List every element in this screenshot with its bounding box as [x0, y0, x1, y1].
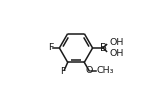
Text: B: B [100, 43, 107, 53]
Text: F: F [60, 67, 65, 76]
Text: OH: OH [109, 38, 124, 47]
Text: O: O [86, 66, 93, 75]
Text: F: F [48, 44, 53, 53]
Text: CH₃: CH₃ [97, 66, 114, 75]
Text: OH: OH [109, 49, 124, 58]
